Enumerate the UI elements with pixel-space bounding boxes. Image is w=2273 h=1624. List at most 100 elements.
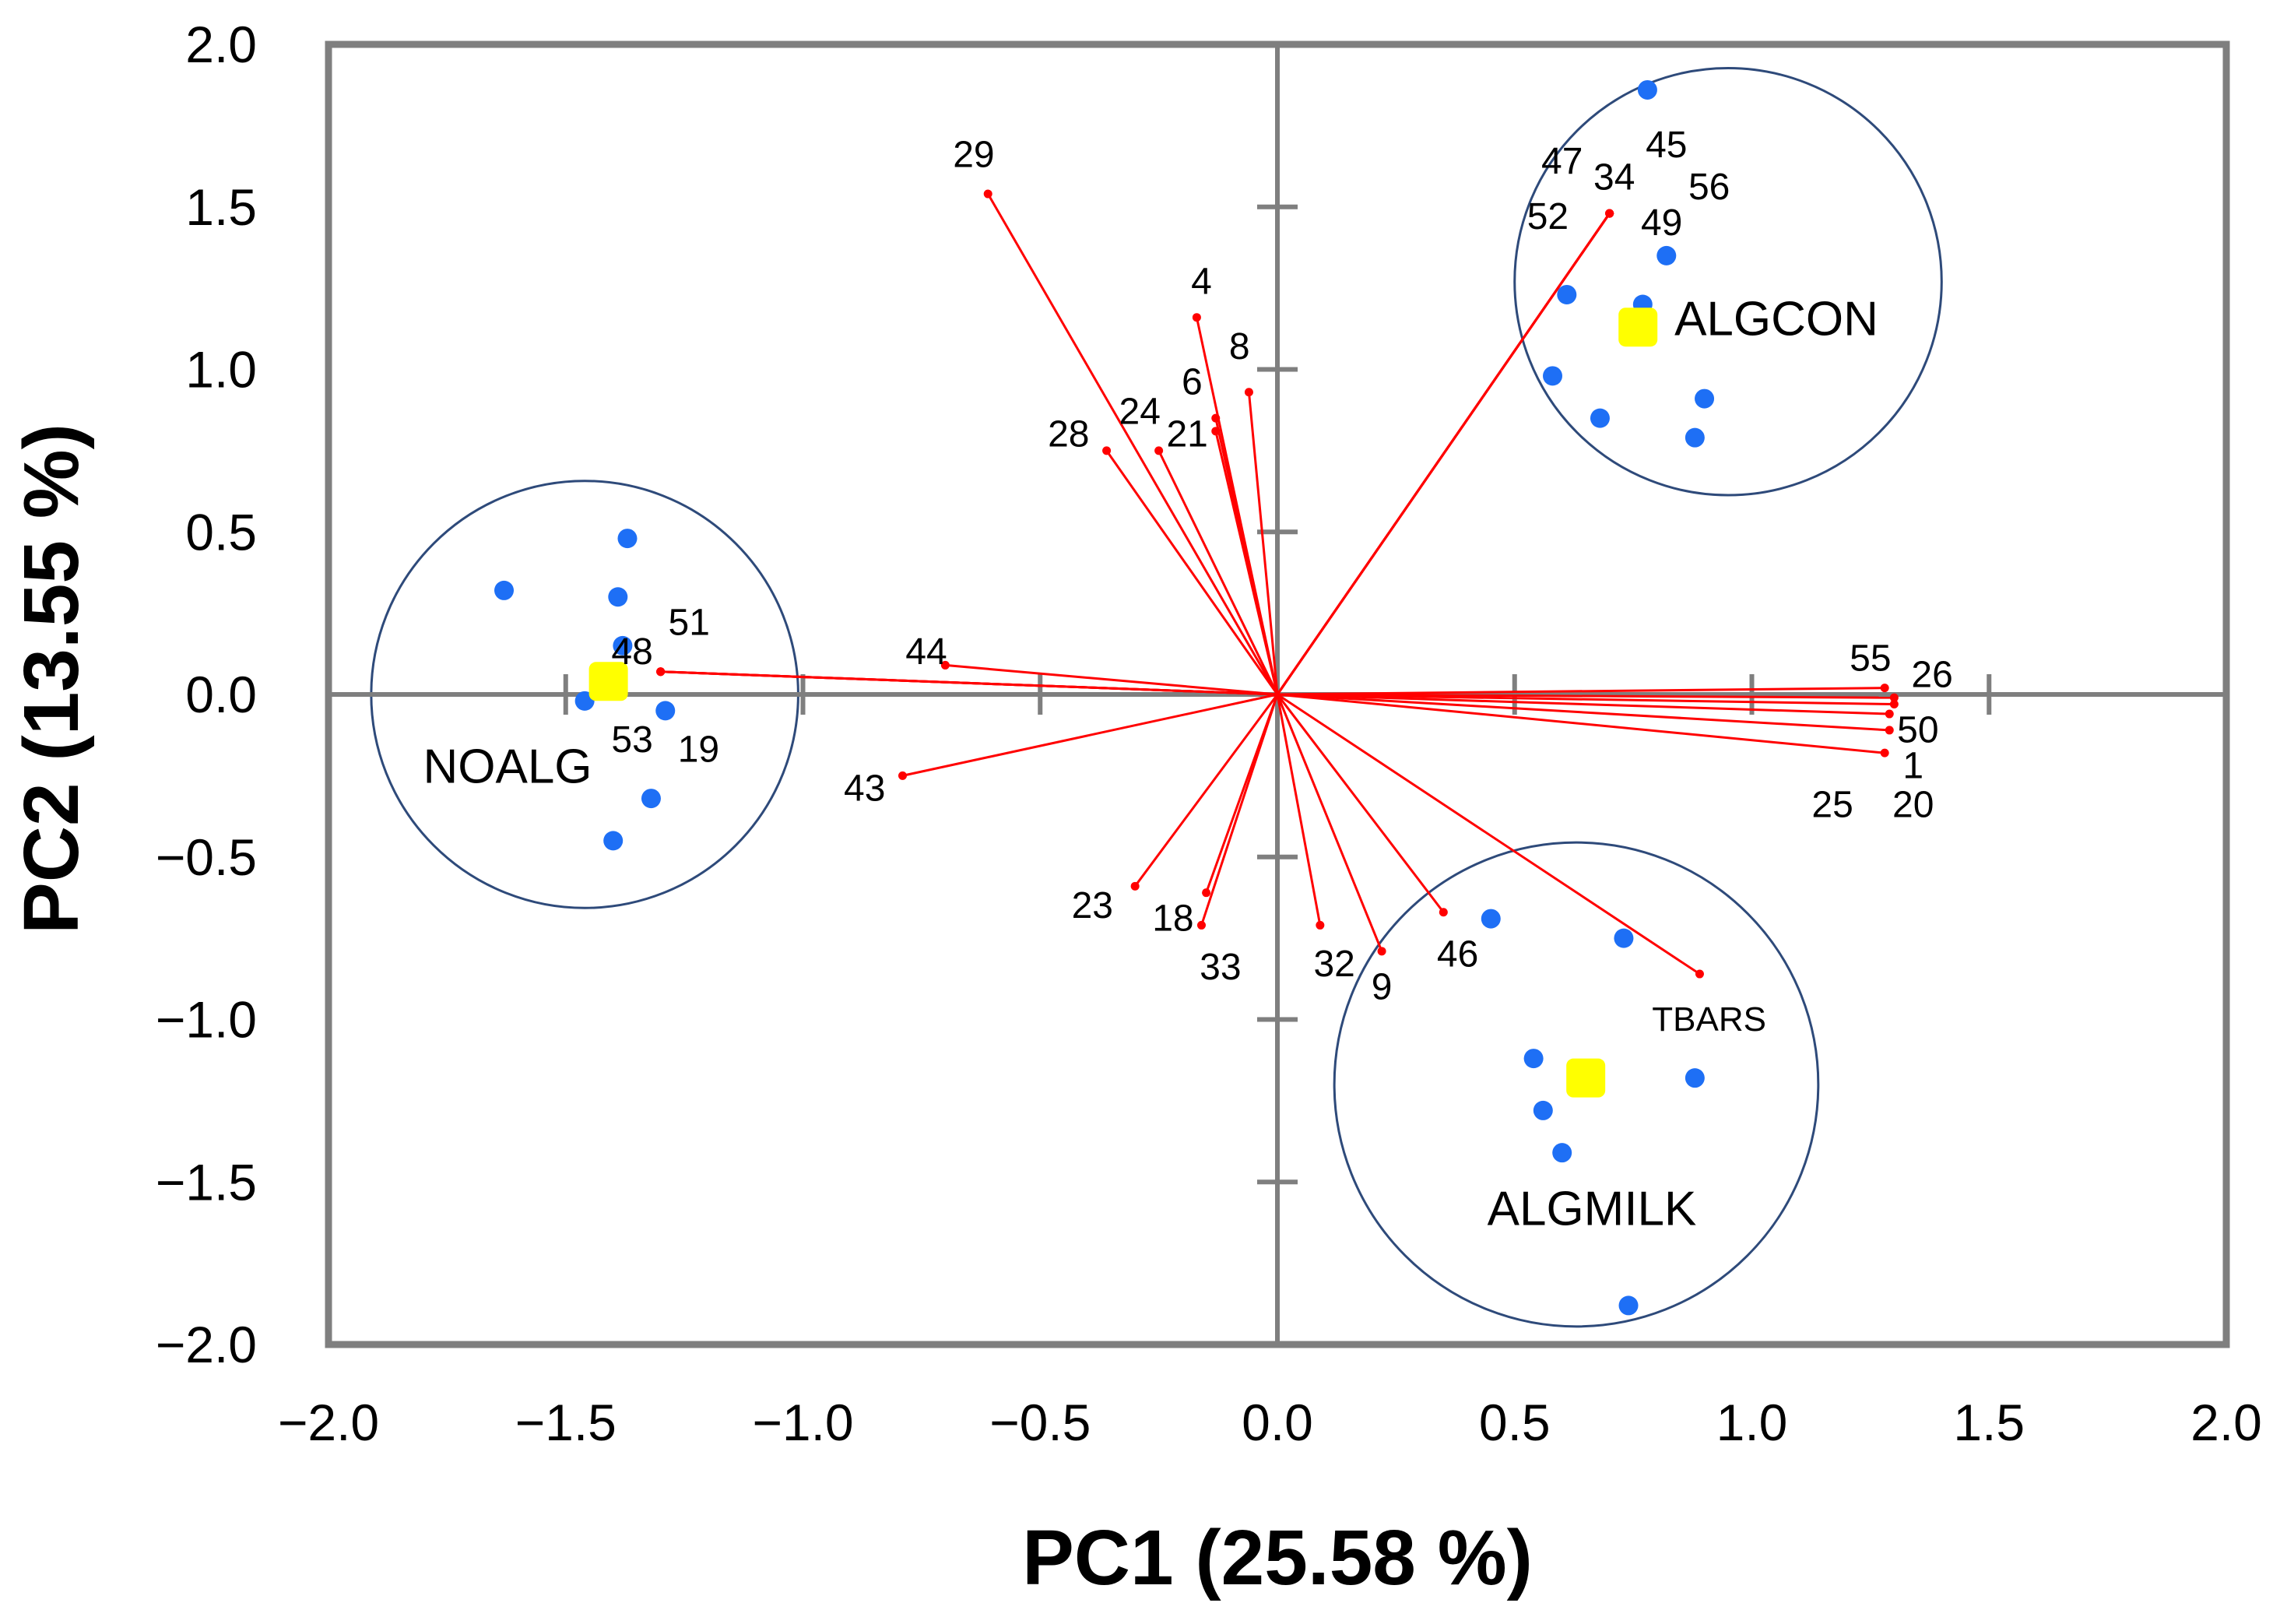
loading-vector-25 <box>1277 693 1885 754</box>
loading-endpoint-28 <box>1102 446 1112 455</box>
loading-vector-23 <box>1133 694 1279 888</box>
y-tick-label: 2.0 <box>185 16 257 73</box>
x-tick-label: 2.0 <box>2190 1394 2262 1451</box>
loading-label-43: 43 <box>844 768 885 810</box>
loading-endpoint-46 <box>1439 908 1448 917</box>
loading-vector-50 <box>1277 693 1895 706</box>
loading-vectors-layer <box>656 189 1899 979</box>
loading-endpoint-50 <box>1889 700 1899 709</box>
group-circle-algcon <box>1513 67 1943 497</box>
loading-vector-43 <box>902 693 1278 777</box>
loading-label-4: 4 <box>1191 261 1212 302</box>
loading-endpoint-24 <box>1154 446 1164 455</box>
loading-label-1: 1 <box>1902 745 1923 786</box>
score-point-noalg <box>603 831 624 851</box>
loading-label-51: 51 <box>669 603 710 644</box>
loading-vector-1 <box>1277 693 1890 732</box>
score-point-noalg <box>613 635 633 656</box>
loading-label-21: 21 <box>1166 414 1207 455</box>
group-labels-layer: NOALG ALGCON ALGMILK <box>423 293 1878 1236</box>
plot-frame-layer <box>325 40 2230 1348</box>
loading-vector-24 <box>1158 450 1279 695</box>
score-point-algmilk <box>1614 928 1634 948</box>
loading-endpoint-33 <box>1196 920 1206 930</box>
loading-label-33: 33 <box>1200 947 1241 988</box>
loading-label-55: 55 <box>1850 638 1891 680</box>
loading-label-25: 25 <box>1811 784 1853 825</box>
tick-labels-layer: −2.0 −1.5 −1.0 −0.5 0.0 0.5 1.0 1.5 2.0 −2.0 −1.5 −… <box>156 16 2262 1451</box>
loading-label-6: 6 <box>1182 362 1203 403</box>
score-point-noalg <box>608 587 628 607</box>
loading-label-52: 52 <box>1527 196 1569 237</box>
loading-label-tbars: TBARS <box>1652 1000 1766 1039</box>
y-tick-label: 1.0 <box>185 341 257 399</box>
loading-endpoint-21 <box>1211 427 1221 436</box>
loading-label-32: 32 <box>1313 944 1354 985</box>
loading-vector-20 <box>1277 693 1890 715</box>
loading-vector-tbars <box>1277 693 1701 975</box>
score-point-algcon <box>1543 366 1563 386</box>
score-point-algmilk <box>1523 1049 1544 1069</box>
score-point-algmilk <box>1685 1068 1705 1088</box>
loading-vector-33 <box>1200 694 1279 926</box>
loading-vector-32 <box>1276 694 1322 926</box>
y-tick-label: 0.0 <box>185 666 257 723</box>
loading-label-34: 34 <box>1593 157 1635 199</box>
loading-label-24: 24 <box>1119 391 1161 432</box>
score-point-algcon <box>1557 284 1577 304</box>
loading-label-50: 50 <box>1897 709 1938 750</box>
group-label-algcon: ALGCON <box>1674 293 1878 346</box>
loading-vector-49 <box>1276 213 1611 695</box>
x-tick-label: −1.5 <box>515 1394 617 1451</box>
y-axis-title: PC2 (13.55 %) <box>8 424 95 934</box>
score-point-algcon <box>1637 79 1657 100</box>
loading-label-46: 46 <box>1437 934 1478 975</box>
loading-endpoint-32 <box>1316 920 1325 930</box>
score-point-algcon <box>1656 245 1677 265</box>
loading-endpoint-tbars <box>1695 969 1704 979</box>
x-tick-label: −0.5 <box>989 1394 1091 1451</box>
group-centroid-algmilk <box>1566 1058 1606 1098</box>
score-point-noalg <box>655 701 676 721</box>
score-point-algcon <box>1695 388 1715 409</box>
loading-label-44: 44 <box>905 631 947 673</box>
score-point-algcon <box>1685 427 1705 448</box>
x-tick-label: −2.0 <box>278 1394 379 1451</box>
group-label-noalg: NOALG <box>423 740 592 794</box>
loading-endpoint-25 <box>1880 748 1889 758</box>
score-point-noalg <box>641 789 661 809</box>
loading-endpoint-19 <box>656 667 666 677</box>
x-tick-label: 0.5 <box>1479 1394 1551 1451</box>
loading-endpoint-26 <box>1889 693 1899 702</box>
loading-label-53: 53 <box>611 719 652 761</box>
loading-label-19: 19 <box>678 729 719 770</box>
y-tick-label: −0.5 <box>156 828 257 886</box>
loading-vector-29 <box>986 193 1279 695</box>
y-tick-label: 1.5 <box>185 178 257 236</box>
score-point-algmilk <box>1481 909 1501 929</box>
loading-vector-44 <box>945 663 1278 696</box>
score-point-algmilk <box>1618 1295 1639 1316</box>
loading-label-49: 49 <box>1641 202 1682 244</box>
loading-label-56: 56 <box>1688 167 1730 208</box>
loading-endpoint-1 <box>1885 726 1894 735</box>
loading-label-47: 47 <box>1541 141 1583 182</box>
loading-vector-46 <box>1276 694 1445 913</box>
loading-label-26: 26 <box>1911 654 1952 695</box>
group-centroid-noalg <box>588 662 628 701</box>
loading-label-23: 23 <box>1072 885 1113 926</box>
group-centroids-layer <box>588 308 1658 1098</box>
x-tick-label: 1.5 <box>1953 1394 2025 1451</box>
score-point-algmilk <box>1552 1143 1572 1163</box>
loading-endpoint-44 <box>940 660 950 670</box>
x-axis-title: PC1 (25.58 %) <box>1022 1514 1533 1601</box>
plot-frame <box>325 40 2230 1348</box>
loading-endpoint-9 <box>1377 947 1386 956</box>
loading-vector-19 <box>660 670 1278 696</box>
loading-endpoint-43 <box>898 771 907 780</box>
loading-label-45: 45 <box>1646 125 1687 166</box>
loading-endpoint-23 <box>1130 881 1140 891</box>
loading-endpoint-4 <box>1192 313 1201 322</box>
